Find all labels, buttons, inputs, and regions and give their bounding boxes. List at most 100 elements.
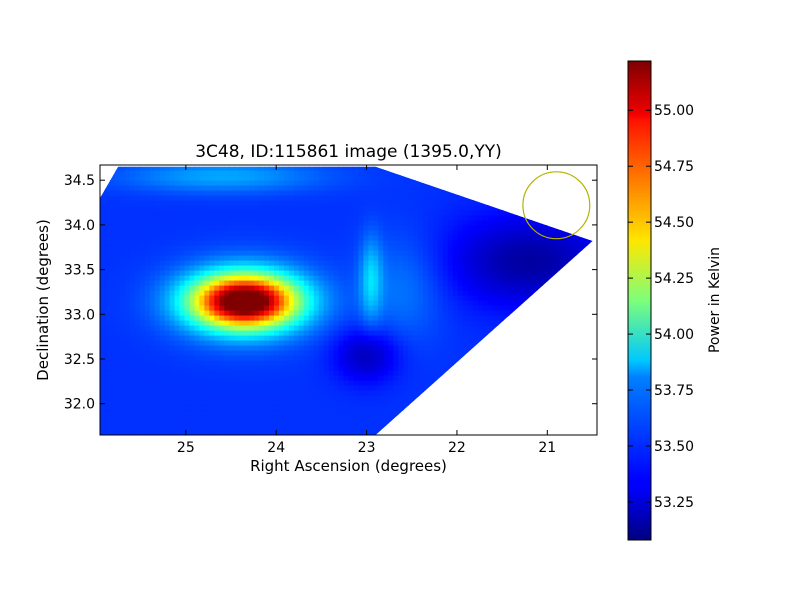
heatmap-cell [338,410,345,416]
heatmap-cell [512,190,519,196]
heatmap-cell [393,190,399,196]
heatmap-cell [214,370,220,376]
heatmap-cell [378,205,384,211]
heatmap-cell [318,290,325,296]
heatmap-cell [119,295,126,301]
heatmap-cell [239,385,245,391]
heatmap-cell [194,355,200,361]
heatmap-cell [264,350,270,356]
heatmap-cell [378,415,384,421]
heatmap-cell [174,360,181,366]
heatmap-cell [333,210,340,216]
heatmap-cell [408,375,414,381]
heatmap-cell [318,230,325,236]
heatmap-cell [129,205,136,211]
heatmap-cell [318,415,325,421]
heatmap-cell [532,365,538,371]
heatmap-cell [264,425,270,431]
heatmap-cell [363,215,369,221]
heatmap-cell [318,215,325,221]
heatmap-cell [502,255,509,261]
heatmap-cell [328,410,335,416]
heatmap-cell [149,190,156,196]
heatmap-cell [502,365,509,371]
heatmap-cell [199,410,205,416]
heatmap-cell [522,325,529,331]
heatmap-cell [278,205,285,211]
heatmap-cell [134,285,141,291]
heatmap-cell [179,415,186,421]
heatmap-cell [313,325,320,331]
heatmap-cell [254,285,260,291]
heatmap-cell [234,390,240,396]
heatmap-cell [333,240,340,246]
heatmap-cell [283,385,290,391]
heatmap-cell [403,410,409,416]
heatmap-cell [283,275,290,281]
heatmap-cell [124,225,131,231]
heatmap-cell [194,325,200,331]
heatmap-cell [353,240,360,246]
heatmap-cell [308,310,315,316]
heatmap-cell [273,265,280,271]
heatmap-cell [437,300,444,306]
heatmap-cell [129,225,136,231]
heatmap-cell [353,235,360,241]
heatmap-cell [373,320,379,326]
heatmap-cell [318,355,325,361]
heatmap-cell [104,345,111,351]
heatmap-cell [373,200,379,206]
heatmap-cell [229,185,235,191]
heatmap-cell [104,190,111,196]
heatmap-cell [537,290,543,296]
heatmap-cell [358,290,365,296]
heatmap-cell [418,245,424,251]
heatmap-cell [303,275,310,281]
heatmap-cell [144,285,151,291]
heatmap-cell [428,240,434,246]
heatmap-cell [353,245,360,251]
heatmap-cell [477,270,484,276]
heatmap-cell [378,335,384,341]
heatmap-cell [472,290,479,296]
heatmap-cell [109,395,116,401]
heatmap-cell [174,295,181,301]
heatmap-cell [328,345,335,351]
heatmap-cell [363,270,369,276]
heatmap-cell [547,380,553,386]
heatmap-cell [542,415,548,421]
heatmap-cell [403,260,409,266]
heatmap-cell [224,325,230,331]
heatmap-cell [398,410,404,416]
heatmap-cell [368,365,374,371]
heatmap-cell [174,400,181,406]
heatmap-cell [254,210,260,216]
heatmap-cell [273,385,280,391]
heatmap-cell [507,235,514,241]
heatmap-cell [308,360,315,366]
heatmap-cell [512,310,519,316]
heatmap-cell [537,395,543,401]
heatmap-cell [214,425,220,431]
heatmap-cell [129,215,136,221]
heatmap-cell [383,185,389,191]
heatmap-cell [408,295,414,301]
heatmap-cell [512,245,519,251]
heatmap-cell [104,205,111,211]
heatmap-cell [467,420,474,426]
heatmap-cell [388,195,394,201]
heatmap-cell [452,355,459,361]
heatmap-cell [268,185,275,191]
heatmap-cell [393,350,399,356]
heatmap-cell [527,390,533,396]
heatmap-cell [353,345,360,351]
heatmap-cell [129,330,136,336]
heatmap-cell [323,195,330,201]
heatmap-cell [303,330,310,336]
heatmap-cell [482,290,489,296]
heatmap-cell [318,210,325,216]
heatmap-cell [139,420,146,426]
heatmap-cell [537,310,543,316]
heatmap-cell [298,250,305,256]
heatmap-cell [264,180,270,186]
